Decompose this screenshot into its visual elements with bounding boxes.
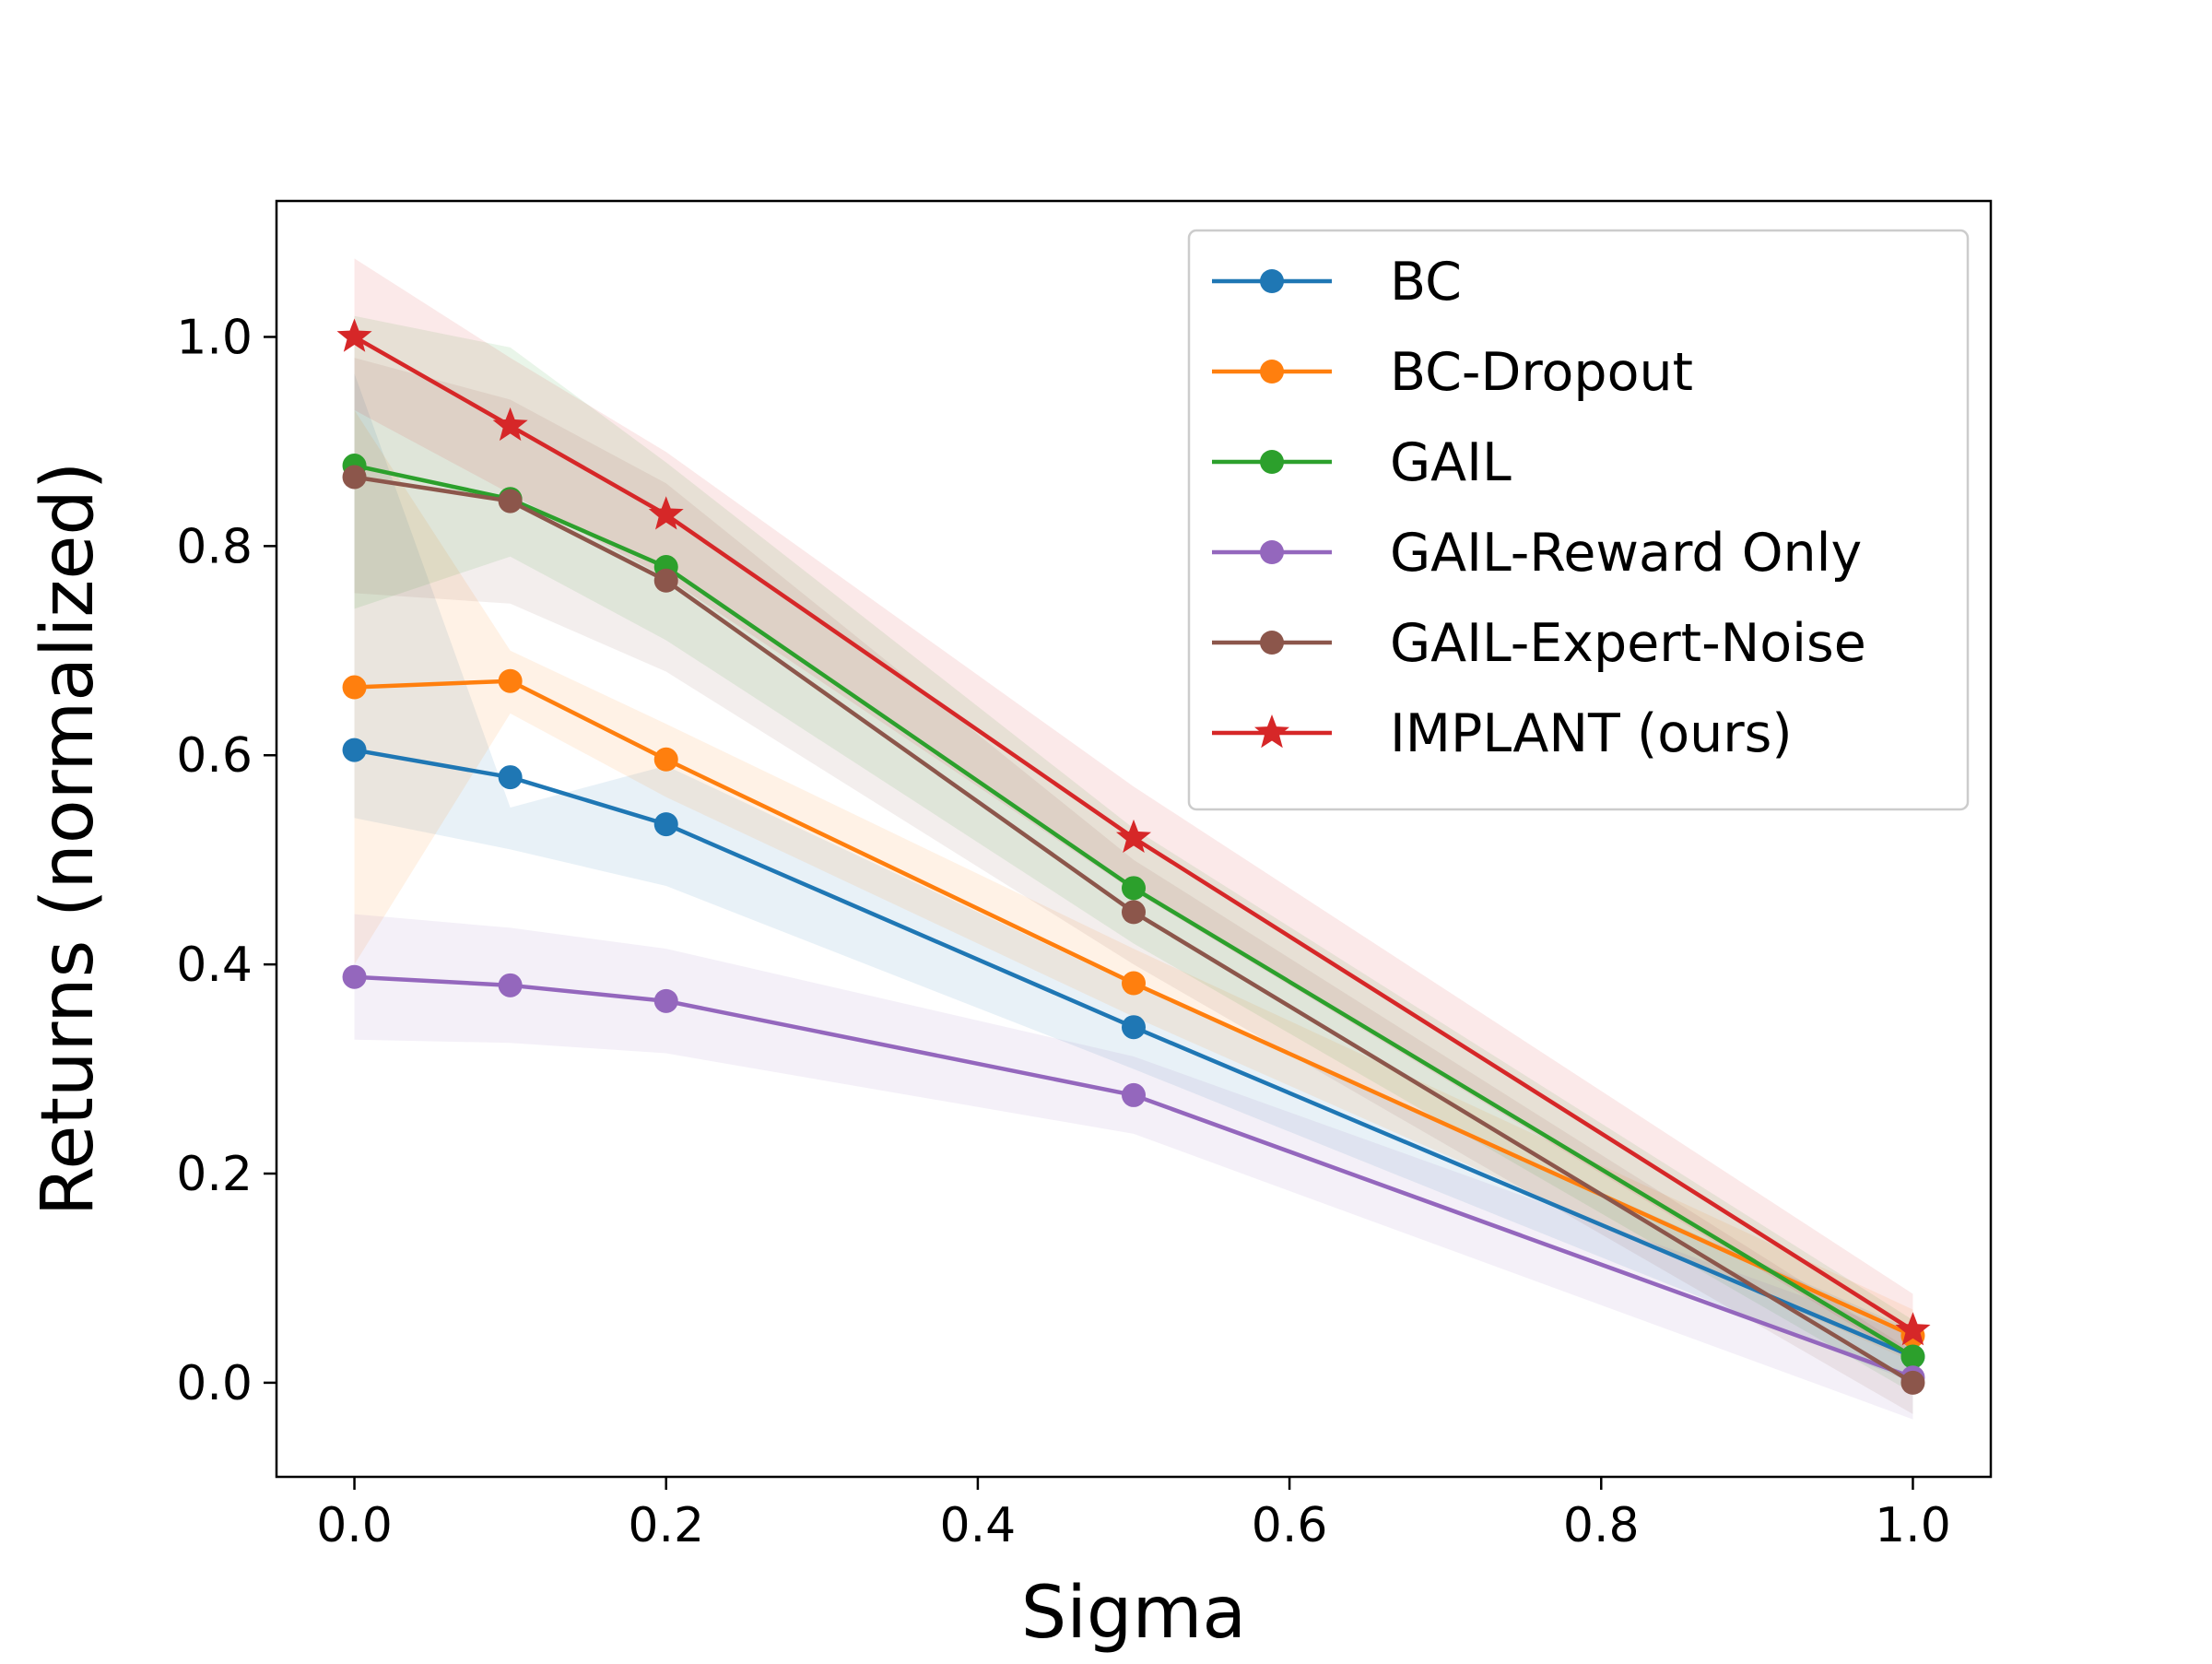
x-tick-label: 0.4 <box>940 1498 1017 1553</box>
y-tick-label: 0.6 <box>176 728 253 784</box>
legend-marker-bc <box>1260 269 1284 293</box>
series-lines <box>336 318 1931 1395</box>
x-tick-label: 1.0 <box>1875 1498 1951 1553</box>
data-point-gail-expert-noise <box>498 489 523 513</box>
legend-marker-gail <box>1260 450 1284 474</box>
y-tick-label: 1.0 <box>176 310 253 365</box>
legend-label-gail: GAIL <box>1390 432 1512 493</box>
legend-marker-gail-expert-noise <box>1260 631 1284 655</box>
y-tick-label: 0.8 <box>176 519 253 574</box>
y-tick-label: 0.4 <box>176 938 253 993</box>
y-tick-label: 0.0 <box>176 1356 253 1411</box>
data-point-gail <box>1122 876 1146 901</box>
data-point-gail-reward-only <box>1122 1082 1146 1107</box>
data-point-gail-expert-noise <box>342 465 367 490</box>
legend-label-implant-ours: IMPLANT (ours) <box>1390 703 1793 764</box>
legend-marker-bc-dropout <box>1260 360 1284 384</box>
data-point-gail <box>1900 1344 1925 1369</box>
x-axis-label: Sigma <box>1021 1572 1246 1655</box>
data-point-bc-dropout <box>1122 971 1146 996</box>
data-point-gail-expert-noise <box>1900 1370 1925 1395</box>
data-point-bc-dropout <box>342 675 367 700</box>
data-point-gail-reward-only <box>653 988 678 1013</box>
x-tick-label: 0.6 <box>1252 1498 1328 1553</box>
data-point-implant-ours <box>492 407 528 442</box>
y-tick-label: 0.2 <box>176 1147 253 1202</box>
legend-label-bc: BC <box>1390 252 1462 313</box>
data-point-bc <box>342 738 367 762</box>
x-tick-label: 0.8 <box>1563 1498 1640 1553</box>
y-axis-label: Returns (normalized) <box>27 462 110 1217</box>
legend-marker-gail-reward-only <box>1260 540 1284 564</box>
data-point-implant-ours <box>1895 1312 1931 1346</box>
data-point-implant-ours <box>648 496 684 530</box>
data-point-gail-reward-only <box>498 973 523 997</box>
axis-ticks: 0.0 0.2 0.4 0.6 0.8 1.0 0.0 0.2 0.4 0.6 0.8 1.0 <box>176 310 1951 1553</box>
legend-label-bc-dropout: BC-Dropout <box>1390 342 1693 403</box>
data-point-gail-expert-noise <box>1122 900 1146 925</box>
data-point-gail-expert-noise <box>653 568 678 593</box>
legend-marker-implant-ours <box>1254 714 1289 749</box>
data-point-bc <box>653 812 678 837</box>
legend: BC BC-Dropout GAIL GAIL-Reward Only GAIL-Exp… <box>1187 229 1970 811</box>
data-point-implant-ours <box>336 318 372 352</box>
band-gail-reward-only <box>354 914 1913 1420</box>
x-tick-label: 0.0 <box>316 1498 393 1553</box>
data-point-gail-reward-only <box>342 964 367 989</box>
legend-box <box>1187 229 1970 811</box>
legend-label-gail-expert-noise: GAIL-Expert-Noise <box>1390 613 1866 674</box>
x-tick-label: 0.2 <box>628 1498 704 1553</box>
data-point-bc-dropout <box>653 747 678 772</box>
plot-frame <box>275 199 1993 1479</box>
data-point-bc <box>498 765 523 790</box>
band-bc <box>354 373 1913 1383</box>
data-point-bc <box>1122 1015 1146 1040</box>
data-point-bc-dropout <box>498 668 523 693</box>
legend-label-gail-reward-only: GAIL-Reward Only <box>1390 523 1862 584</box>
data-point-implant-ours <box>1116 819 1151 853</box>
